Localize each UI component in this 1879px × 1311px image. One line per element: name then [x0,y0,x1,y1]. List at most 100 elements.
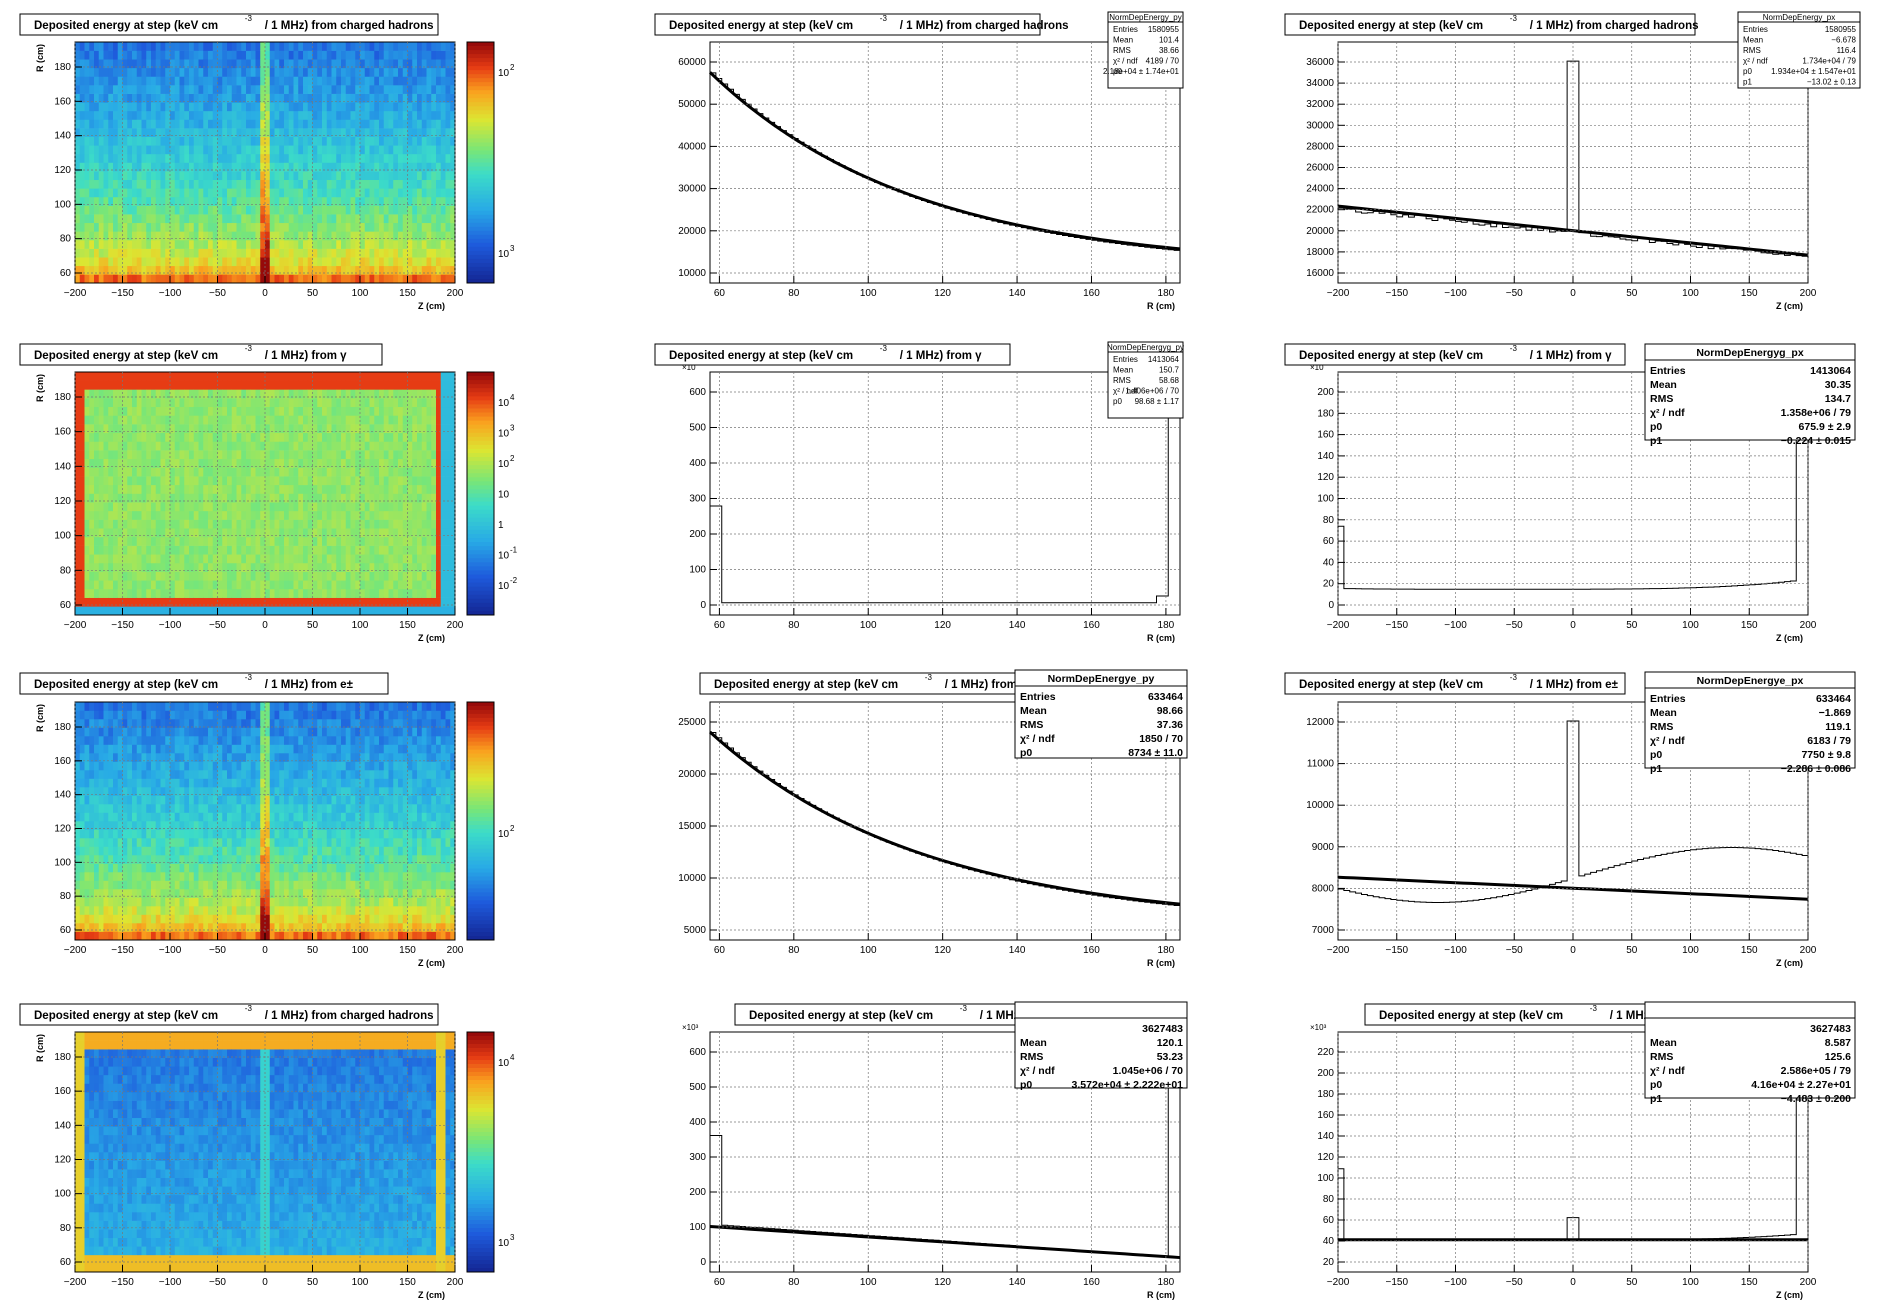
heat-cell [326,372,332,381]
palette-step [467,525,494,531]
heat-cell [303,42,309,51]
heat-cell [326,59,332,69]
heat-cell [298,42,304,51]
heat-cell [217,257,223,267]
heat-cell [208,580,214,590]
heat-cell [303,441,309,451]
heat-cell [231,119,237,129]
heat-cell [402,128,408,137]
heat-cell [212,171,218,181]
heat-cell [379,406,385,416]
heat-cell [165,76,171,86]
heat-cell [426,580,432,590]
heat-cell [274,196,280,206]
heat-cell [227,222,233,232]
heat-cell [227,588,233,598]
heat-cell [326,274,332,284]
heat-cell [189,239,195,249]
stats-label: RMS [1113,376,1131,385]
heat-cell [151,554,157,564]
heat-cell [170,179,176,189]
heat-cell [374,42,380,51]
heat-cell [412,248,418,258]
heat-cell [231,274,237,284]
heat-cell [146,432,152,442]
heat-cell [236,265,242,275]
heat-cell [350,554,356,564]
title-exponent: -3 [880,14,888,23]
heat-cell [141,389,147,399]
heat-cell [426,76,432,86]
heat-cell [412,85,418,94]
heat-cell [136,93,142,103]
heat-cell [364,171,370,181]
heat-cell [317,205,323,215]
palette-step [467,98,494,103]
heat-cell [236,145,242,155]
heat-cell [165,415,171,425]
heat-cell [383,476,389,486]
heat-cell [421,389,427,399]
heat-cell [84,196,90,206]
heat-cell [113,372,119,381]
palette-step [467,534,494,539]
heat-cell [374,380,380,390]
heat-cell [174,545,180,555]
heat-cell [227,380,233,390]
heat-cell [136,274,142,284]
heat-cell [345,380,351,390]
heat-cell [255,162,261,172]
heat-cell [369,510,375,520]
heat-cell [341,389,347,399]
heat-cell [307,67,313,77]
heat-cell [345,76,351,86]
heat-cell [326,162,332,172]
heat-cell [379,571,385,581]
heat-cell [255,493,261,503]
heat-cell [379,50,385,60]
heat-cell [146,196,152,206]
heat-cell [303,476,309,486]
heat-cell [151,484,157,494]
heat-cell [440,424,446,434]
heat-cell [350,128,356,137]
heat-cell [241,196,247,206]
heat-cell [212,42,218,51]
heat-cell [322,42,328,51]
heat-cell [241,222,247,232]
heat-cell [417,42,423,51]
heat-cell [417,424,423,434]
heat-cell [170,467,176,477]
heat-cell [250,528,256,538]
heat-cell [75,214,81,224]
heat-cell [231,450,237,460]
heat-cell [117,50,123,60]
heat-cell [260,484,266,494]
heat-cell [421,441,427,451]
y-tick-label: 34000 [1306,78,1334,89]
heat-cell [279,519,285,529]
heat-cell [160,432,166,442]
heat-cell [141,153,147,163]
stats-value: 2.18e+04 ± 1.74e+01 [1103,67,1180,76]
heat-cell [288,274,294,284]
heat-cell [212,415,218,425]
heat-cell [388,239,394,249]
palette-label: 10 [498,68,510,79]
heat-cell [407,450,413,460]
heat-cell [227,562,233,572]
heat-cell [360,196,366,206]
heat-cell [208,257,214,267]
heat-cell [231,76,237,86]
heat-cell [117,222,123,232]
heat-cell [217,510,223,520]
heat-cell [208,510,214,520]
heat-cell [374,67,380,77]
heat-cell [231,162,237,172]
heat-cell [298,493,304,503]
heat-cell [393,493,399,503]
heat-cell [279,415,285,425]
heat-cell [170,162,176,172]
heat-cell [374,222,380,232]
stats-label: p0 [1743,67,1752,76]
